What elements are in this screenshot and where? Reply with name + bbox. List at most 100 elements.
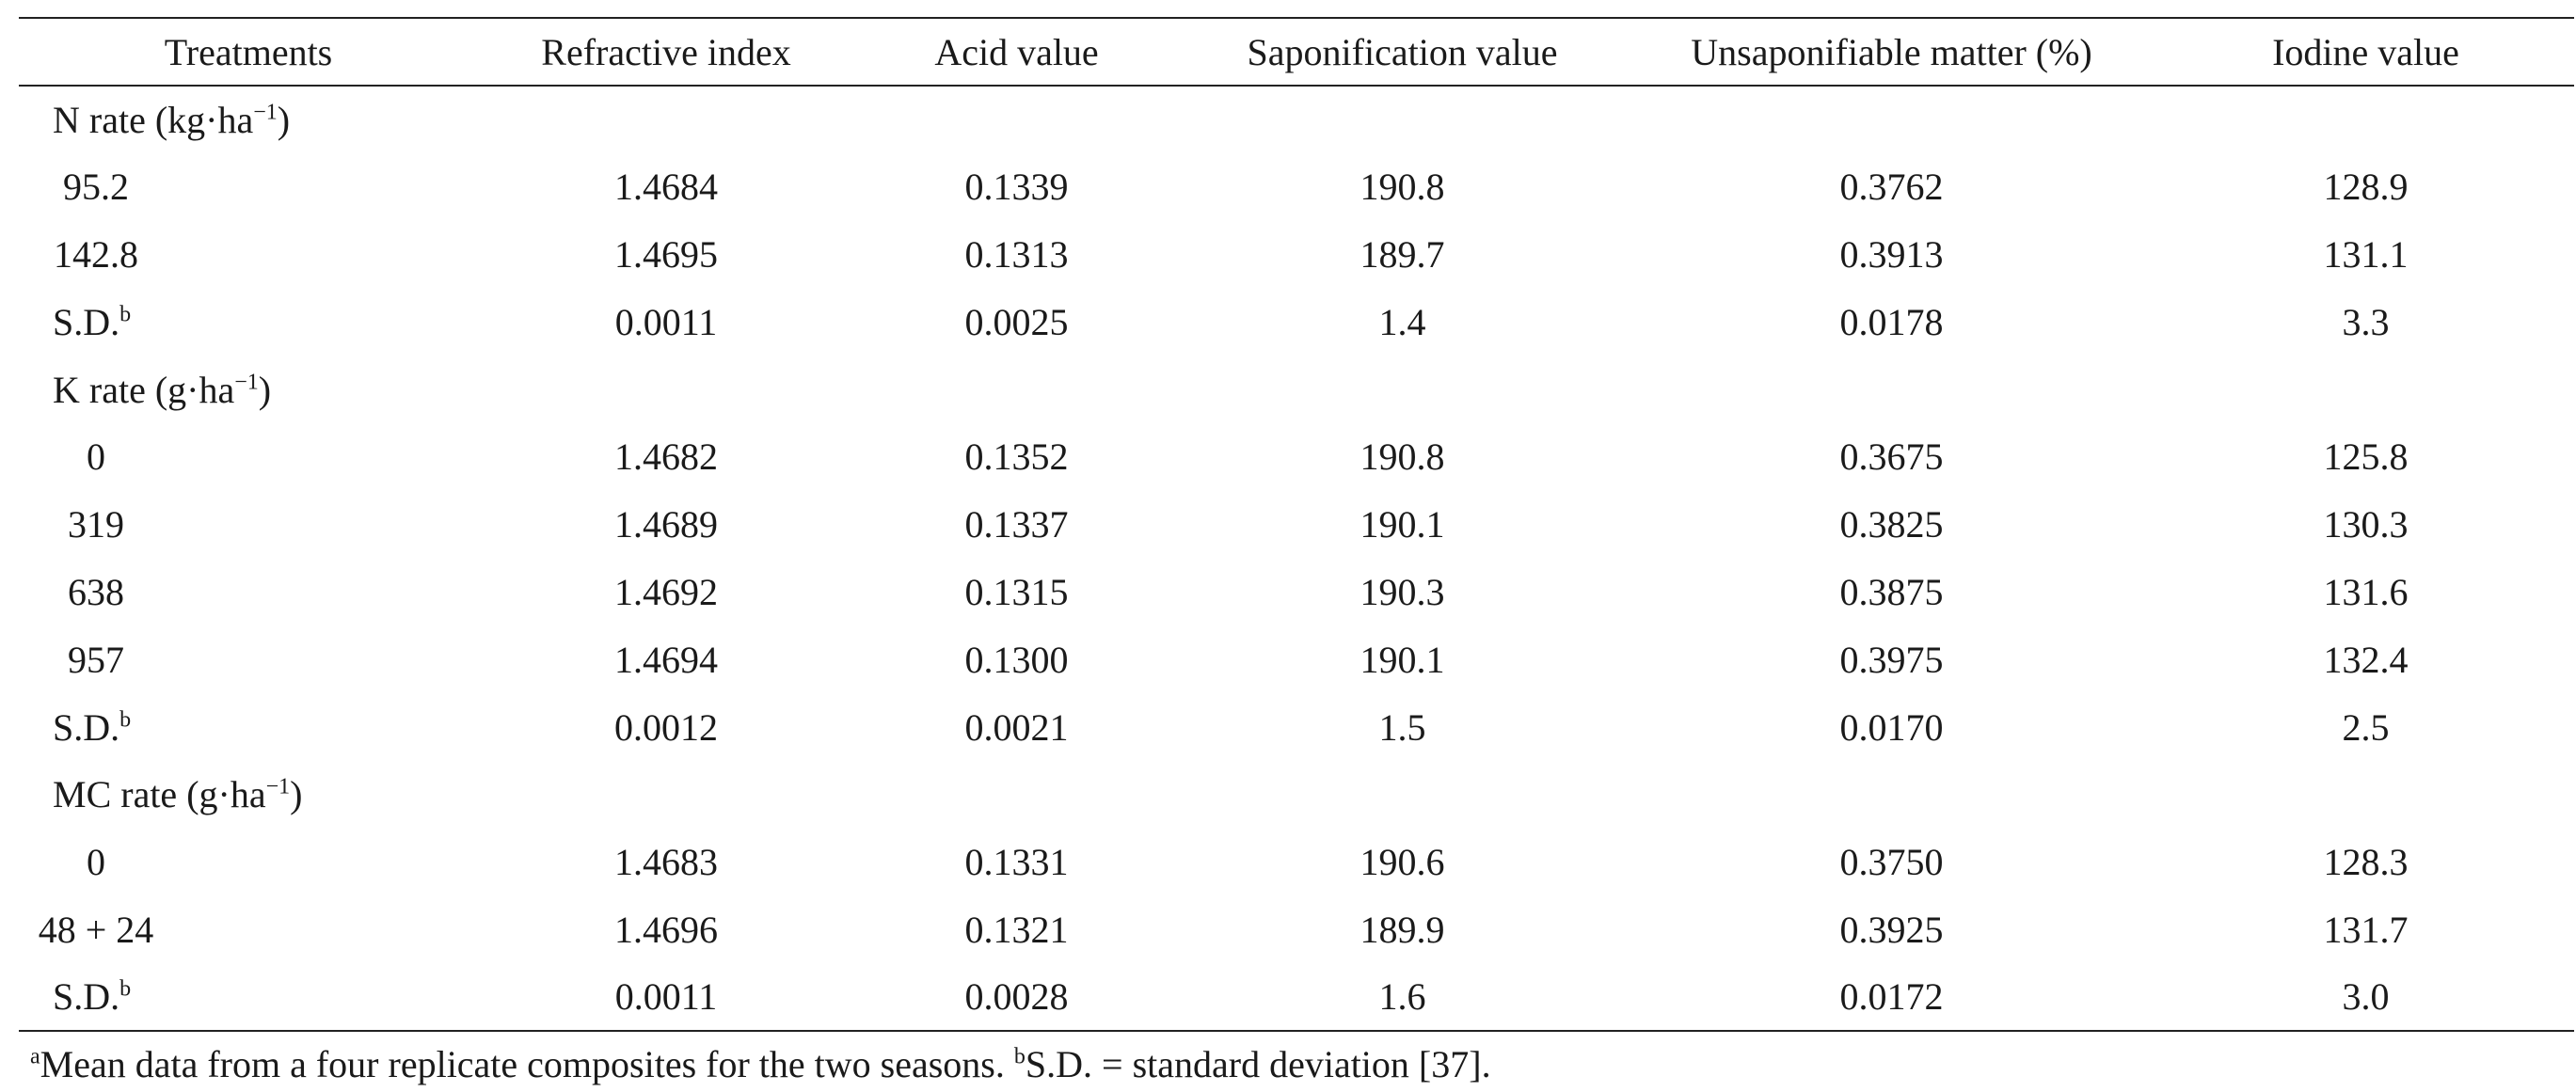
sd-cell: 3.3	[2342, 300, 2390, 343]
footnote-a-text: Mean data from a four replicate composit…	[40, 1043, 1014, 1085]
group-label-row: MC rate (g·ha−1)	[19, 761, 2574, 829]
treatment-level-value: 0	[87, 435, 105, 479]
sd-cell: 3.0	[2157, 963, 2574, 1033]
table-cell: 1.4689	[614, 503, 718, 546]
table-cell: 0.3825	[1839, 503, 1944, 546]
sd-label-text: S.D.	[53, 705, 120, 749]
sd-label-text: S.D.	[53, 300, 120, 343]
group-label-close: )	[277, 98, 291, 141]
table-cell: 189.9	[1360, 908, 1445, 951]
sd-footnote-marker: b	[119, 302, 132, 327]
header-saponification-value: Saponification value	[1179, 17, 1626, 87]
table-cell: 0.3762	[1839, 166, 1944, 209]
group-label-close: )	[290, 773, 303, 816]
table-cell: 1.4682	[614, 435, 718, 479]
header-refractive-index: Refractive index	[478, 17, 854, 87]
sd-row: S.D.b 0.0011 0.0028 1.6 0.0172 3.0	[19, 963, 2574, 1033]
table-cell: 0.3975	[1839, 638, 1944, 681]
group-label-text: MC rate (g·ha	[53, 773, 266, 816]
table-cell: 0.3875	[1839, 570, 1944, 613]
treatment-level-value: 48 + 24	[38, 908, 154, 951]
sd-label: S.D.b	[19, 693, 478, 761]
sd-cell: 0.0012	[614, 705, 718, 749]
sd-row: S.D.b 0.0012 0.0021 1.5 0.0170 2.5	[19, 693, 2574, 761]
table-cell: 1.4696	[614, 908, 718, 951]
table-cell: 190.8	[1360, 435, 1445, 479]
sd-cell: 0.0025	[964, 300, 1069, 343]
table-cell: 0.1337	[964, 503, 1069, 546]
sd-cell: 1.4	[1378, 300, 1426, 343]
table-cell: 1.4683	[614, 841, 718, 884]
sd-cell: 1.5	[1378, 705, 1426, 749]
oil-properties-table: Treatments Refractive index Acid value S…	[19, 17, 2574, 1033]
treatment-level: 0	[19, 829, 478, 896]
sd-cell: 0.0178	[1839, 300, 1944, 343]
sd-cell: 0.0172	[1626, 963, 2157, 1033]
group-label-exponent: −1	[234, 370, 259, 395]
sd-cell: 0.0011	[478, 963, 854, 1033]
table-cell: 0.3925	[1839, 908, 1944, 951]
header-treatments: Treatments	[19, 17, 478, 87]
table-cell: 0.1315	[964, 570, 1069, 613]
header-unsaponifiable-matter: Unsaponifiable matter (%)	[1626, 17, 2157, 87]
table-cell: 131.7	[2323, 908, 2409, 951]
group-label-text: N rate (kg·ha	[53, 98, 254, 141]
sd-label: S.D.b	[19, 288, 478, 356]
table-footnote: aMean data from a four replicate composi…	[30, 1042, 1491, 1086]
treatment-level-value: 95.2	[63, 166, 129, 209]
treatment-level: 319	[19, 491, 478, 559]
table-row: 0 1.4682 0.1352 190.8 0.3675 125.8	[19, 423, 2574, 491]
table-cell: 128.9	[2323, 166, 2409, 209]
group-label: MC rate (g·ha−1)	[19, 761, 2574, 829]
treatment-level: 95.2	[19, 153, 478, 221]
treatment-level-value: 957	[68, 638, 124, 681]
treatment-level-value: 638	[68, 570, 124, 613]
table-cell: 190.8	[1360, 166, 1445, 209]
table-cell: 0.1313	[964, 232, 1069, 276]
group-label: K rate (g·ha−1)	[19, 356, 2574, 423]
table-cell: 0.1339	[964, 166, 1069, 209]
group-label-row: N rate (kg·ha−1)	[19, 86, 2574, 153]
table-row: 95.2 1.4684 0.1339 190.8 0.3762 128.9	[19, 153, 2574, 221]
table-body: N rate (kg·ha−1) 95.2 1.4684 0.1339 190.8 0.3…	[19, 86, 2574, 1033]
header-iodine-value: Iodine value	[2157, 17, 2574, 87]
treatment-level: 957	[19, 625, 478, 693]
table-row: 638 1.4692 0.1315 190.3 0.3875 131.6	[19, 559, 2574, 626]
table-cell: 0.3750	[1839, 841, 1944, 884]
header-row: Treatments Refractive index Acid value S…	[19, 17, 2574, 87]
table-cell: 131.6	[2323, 570, 2409, 613]
table-cell: 190.3	[1360, 570, 1445, 613]
table-cell: 0.3913	[1839, 232, 1944, 276]
header-acid-value: Acid value	[854, 17, 1179, 87]
table-row: 48 + 24 1.4696 0.1321 189.9 0.3925 131.7	[19, 896, 2574, 964]
table-row: 319 1.4689 0.1337 190.1 0.3825 130.3	[19, 491, 2574, 559]
sd-cell: 0.0028	[854, 963, 1179, 1033]
group-label-text: K rate (g·ha	[53, 368, 235, 411]
table-cell: 0.3675	[1839, 435, 1944, 479]
treatment-level-value: 142.8	[54, 232, 138, 276]
group-label-exponent: −1	[265, 775, 291, 800]
sd-cell: 1.6	[1179, 963, 1626, 1033]
treatment-level-value: 319	[68, 503, 124, 546]
group-label-close: )	[258, 368, 272, 411]
table-row: 142.8 1.4695 0.1313 189.7 0.3913 131.1	[19, 221, 2574, 289]
footnote-b-text: S.D. = standard deviation [37].	[1025, 1043, 1491, 1085]
sd-footnote-marker: b	[119, 976, 132, 1002]
treatment-level: 0	[19, 423, 478, 491]
table-cell: 1.4694	[614, 638, 718, 681]
treatment-level: 142.8	[19, 221, 478, 289]
table-cell: 189.7	[1360, 232, 1445, 276]
sd-cell: 2.5	[2342, 705, 2390, 749]
table-cell: 128.3	[2323, 841, 2409, 884]
table-cell: 190.1	[1360, 503, 1445, 546]
table-cell: 190.6	[1360, 841, 1445, 884]
sd-row: S.D.b 0.0011 0.0025 1.4 0.0178 3.3	[19, 288, 2574, 356]
treatment-level: 48 + 24	[19, 896, 478, 964]
table-cell: 1.4684	[614, 166, 718, 209]
table-cell: 130.3	[2323, 503, 2409, 546]
sd-cell: 0.0021	[964, 705, 1069, 749]
sd-cell: 0.0170	[1839, 705, 1944, 749]
table-cell: 0.1300	[964, 638, 1069, 681]
table-row: 0 1.4683 0.1331 190.6 0.3750 128.3	[19, 829, 2574, 896]
treatment-level-value: 0	[87, 841, 105, 884]
